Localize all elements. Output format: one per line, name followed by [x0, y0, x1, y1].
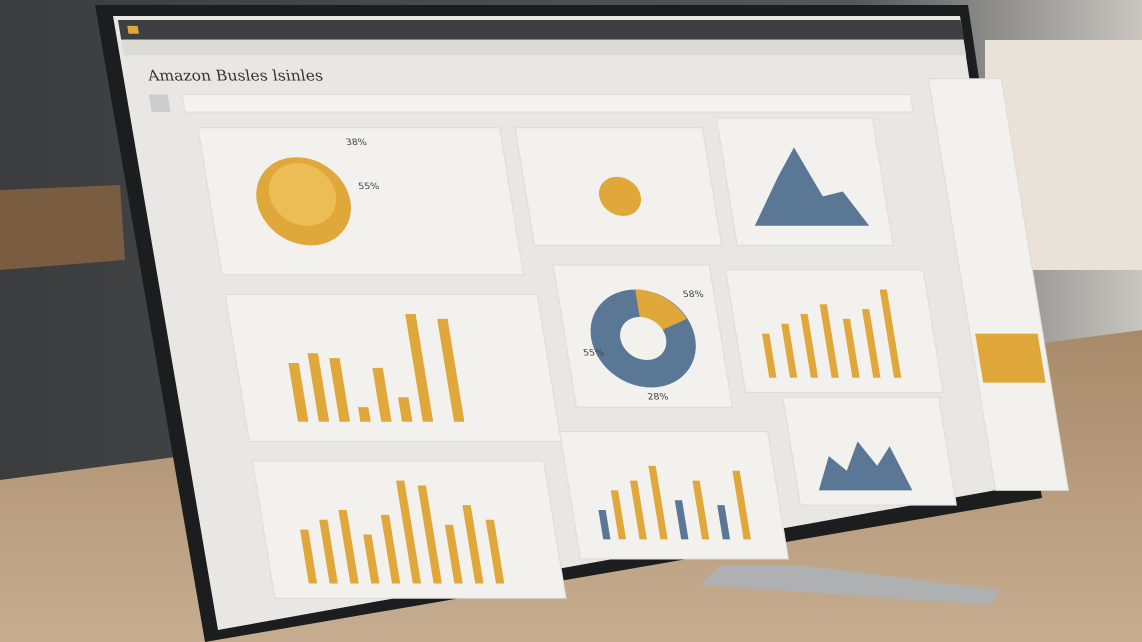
bars: [299, 480, 505, 584]
top-bar: [118, 20, 964, 40]
label: 28%: [647, 393, 670, 403]
area: [754, 147, 870, 226]
label: 38%: [345, 138, 368, 148]
sidebar: [927, 78, 1069, 491]
pie: [598, 176, 642, 217]
menu-button[interactable]: [148, 94, 171, 113]
panel: [558, 431, 789, 560]
panel: [224, 293, 562, 442]
sidebar-highlight: [975, 333, 1046, 383]
logo: [127, 25, 139, 34]
search-bar[interactable]: [181, 93, 914, 113]
pie-inner: [268, 163, 337, 226]
title: Amazon Busles lsinles: [145, 67, 324, 84]
bars: [288, 314, 465, 422]
bars: [598, 465, 751, 540]
area: [818, 441, 913, 491]
dashboard: Amazon Busles lsinles 38% 55% 58% 55% 28…: [118, 20, 1069, 599]
label: 58%: [682, 290, 705, 300]
panel: [197, 127, 525, 276]
donut-hole: [620, 316, 667, 361]
panel: [724, 269, 944, 393]
bars: [761, 289, 902, 378]
label: 55%: [358, 182, 381, 192]
table: [0, 185, 125, 270]
toolbar: [121, 39, 967, 56]
label: 55%: [582, 349, 605, 359]
stand: [700, 565, 1000, 605]
